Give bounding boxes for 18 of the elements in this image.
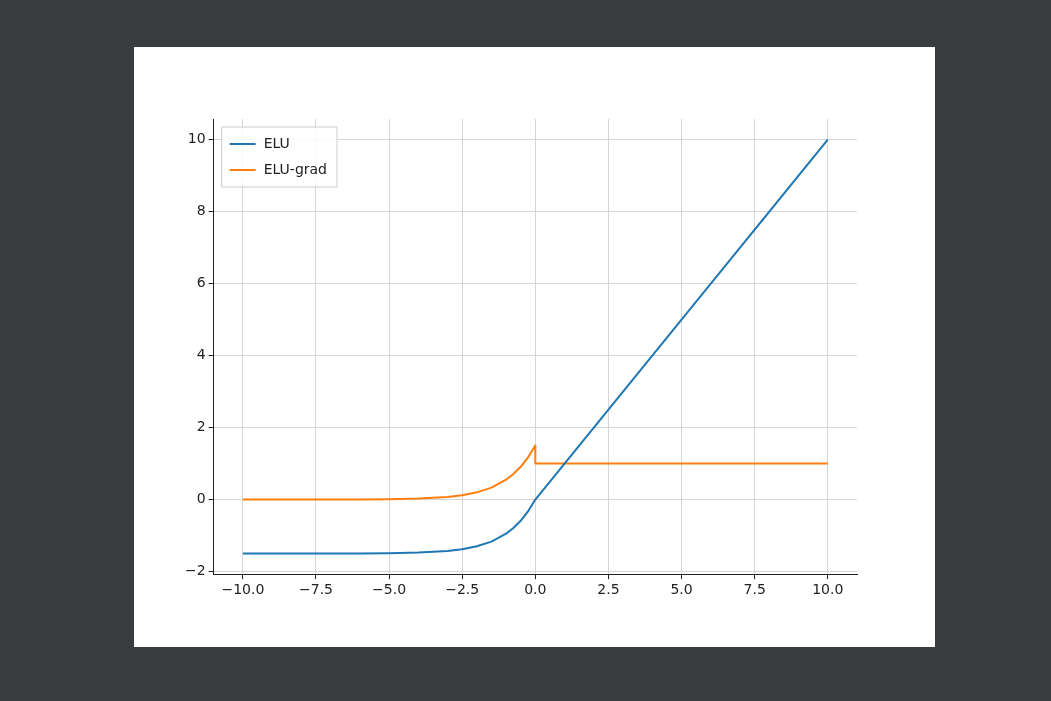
y-tick-label: 8: [196, 202, 206, 219]
x-tick-label: 10.0: [812, 581, 844, 598]
x-tick-label: 7.5: [743, 581, 766, 598]
y-tick-label: −2: [185, 562, 206, 579]
x-tick-label: −5.0: [372, 581, 407, 598]
y-tick-label: 6: [196, 274, 206, 291]
x-tick-label: 5.0: [670, 581, 693, 598]
y-tick-label: 10: [187, 130, 206, 147]
legend-label: ELU-grad: [263, 160, 327, 177]
x-tick-label: 0.0: [524, 581, 547, 598]
x-tick-label: −10.0: [221, 581, 265, 598]
x-tick-label: 2.5: [597, 581, 620, 598]
y-tick-label: 2: [196, 418, 206, 435]
legend-label: ELU: [263, 134, 290, 151]
x-tick-label: −7.5: [298, 581, 333, 598]
y-tick-label: 0: [196, 490, 206, 507]
y-tick-label: 4: [196, 346, 206, 363]
x-tick-label: −2.5: [445, 581, 480, 598]
